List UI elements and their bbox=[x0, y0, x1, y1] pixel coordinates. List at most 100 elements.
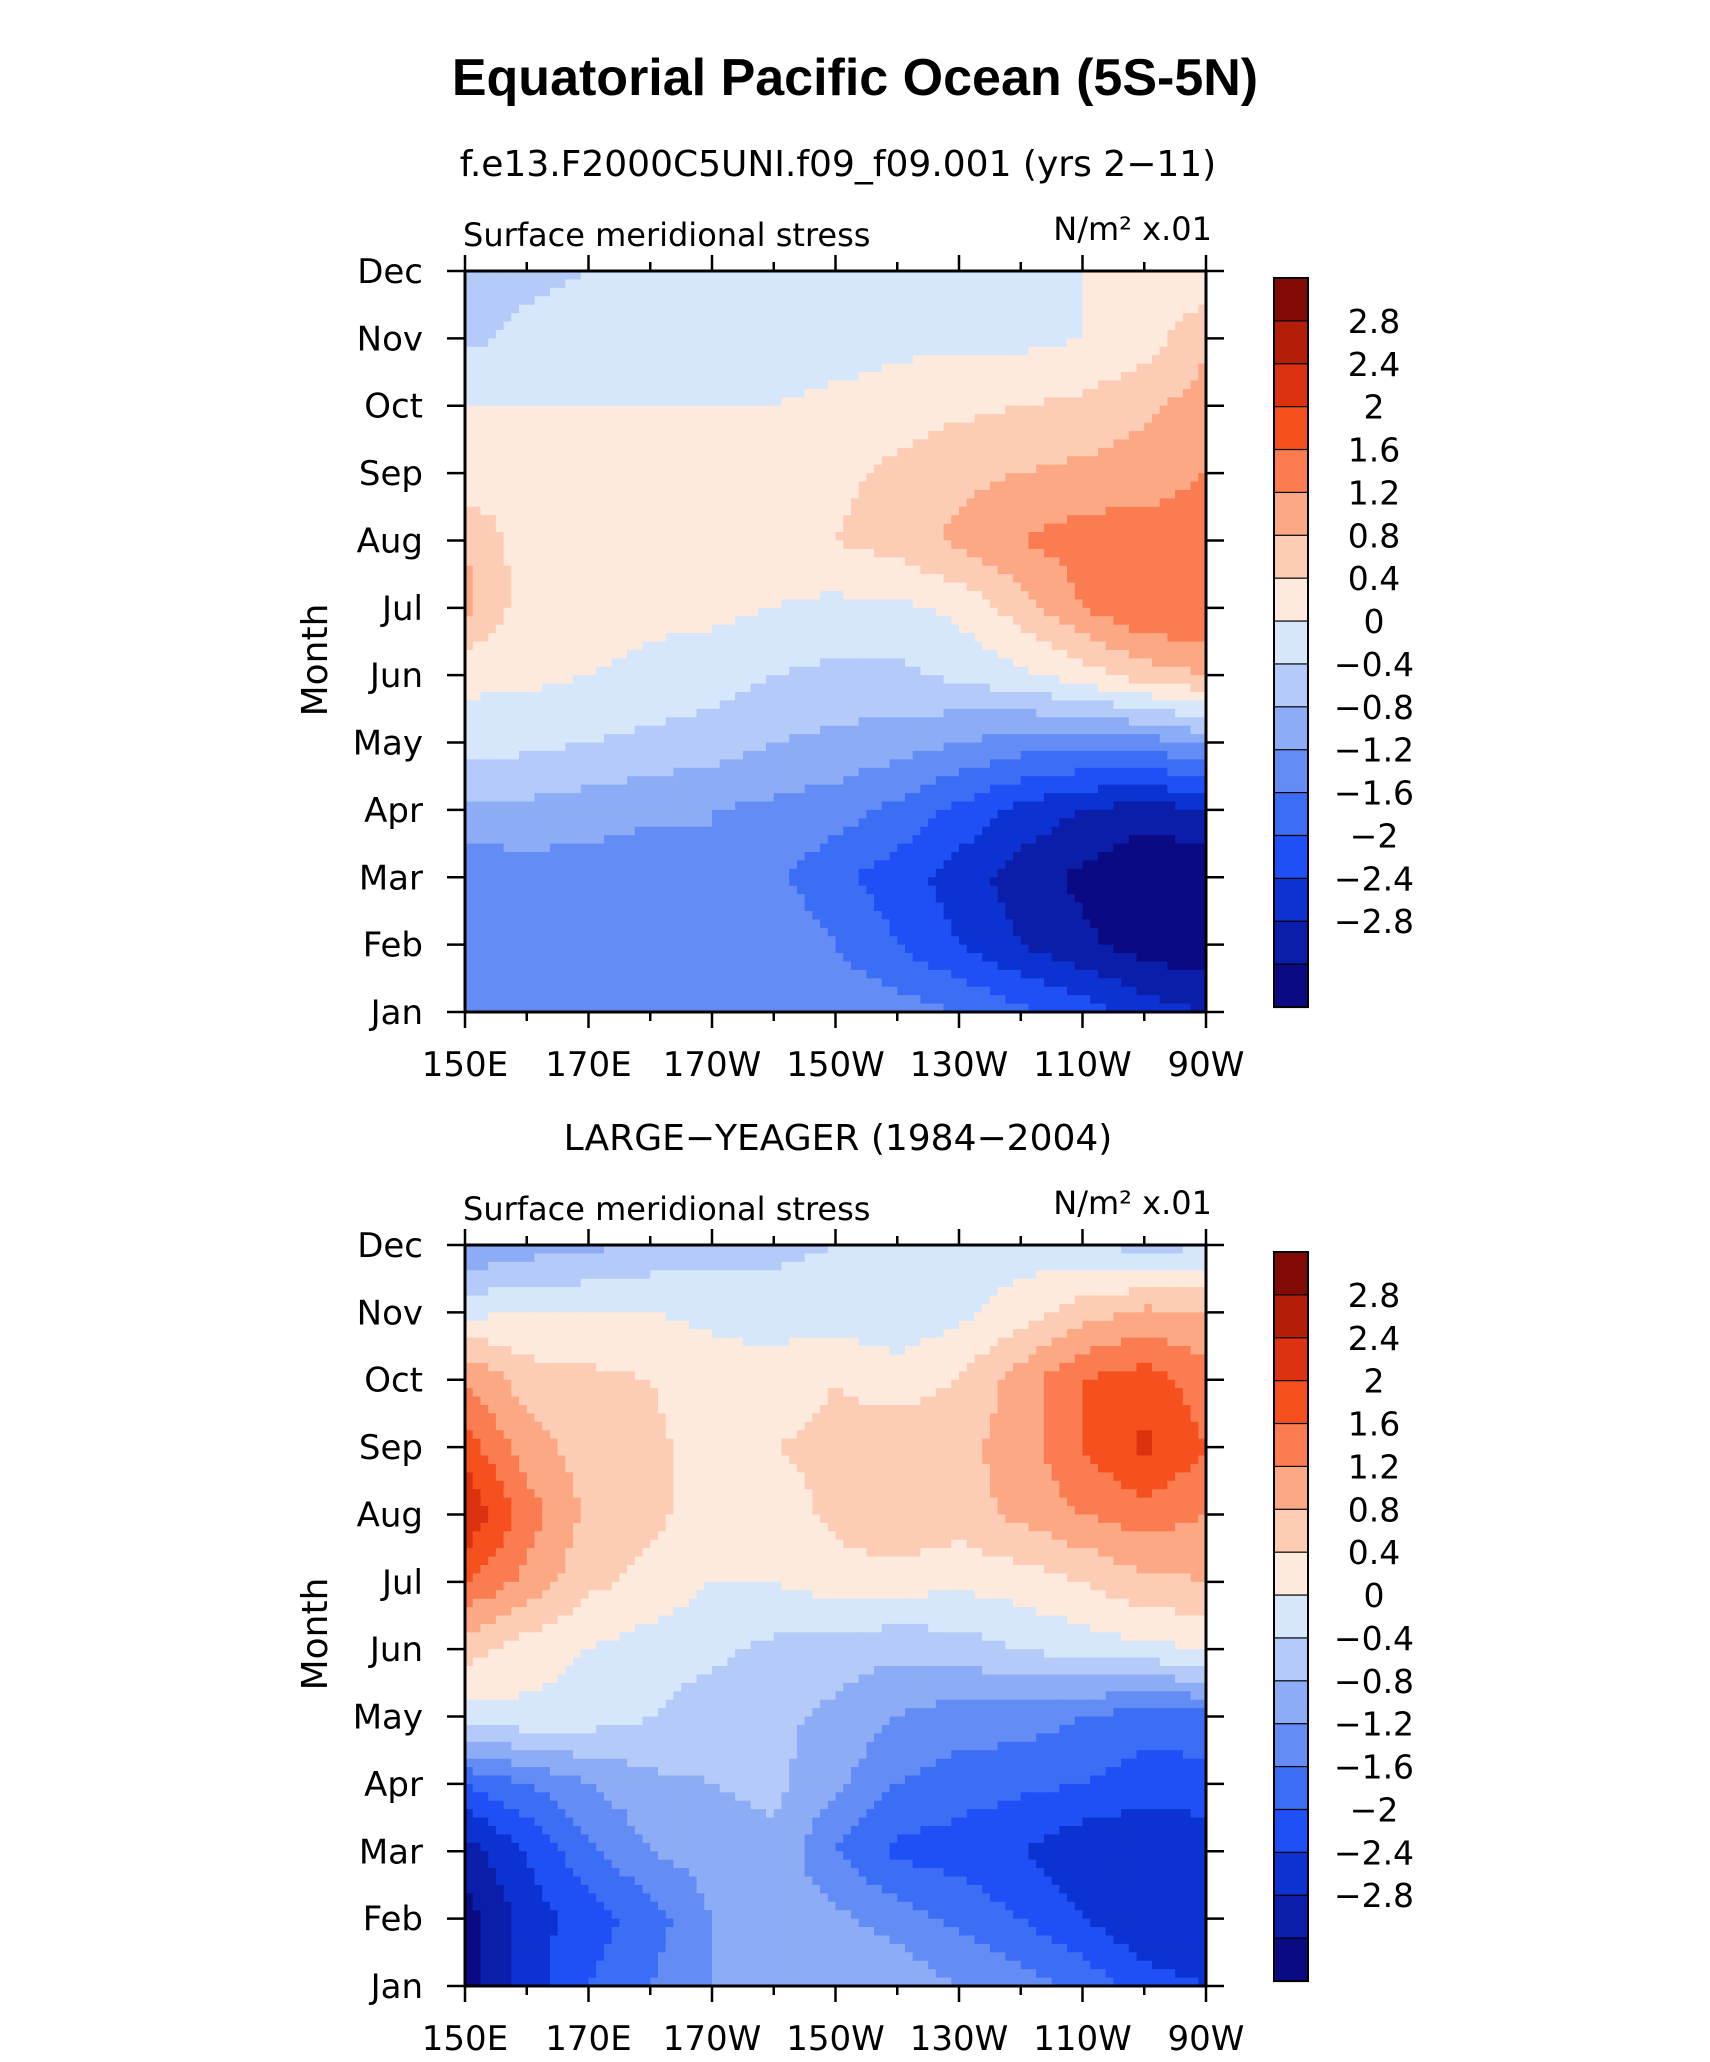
contour-cell bbox=[573, 607, 582, 617]
contour-cell bbox=[920, 700, 929, 710]
contour-cell bbox=[657, 557, 667, 567]
contour-cell bbox=[858, 675, 867, 685]
contour-cell bbox=[912, 498, 922, 508]
contour-cell bbox=[742, 692, 752, 702]
contour-cell bbox=[557, 506, 566, 516]
contour-cell bbox=[611, 548, 620, 558]
contour-cell bbox=[897, 641, 906, 651]
contour-cell bbox=[1159, 523, 1169, 533]
contour-cell bbox=[935, 363, 945, 373]
contour-cell bbox=[1105, 321, 1114, 331]
contour-cell bbox=[1190, 540, 1199, 550]
contour-cell bbox=[766, 422, 775, 432]
contour-cell bbox=[1113, 532, 1122, 542]
contour-cell bbox=[1036, 633, 1045, 643]
contour-cell bbox=[920, 582, 929, 592]
contour-cell bbox=[735, 515, 744, 525]
contour-cell bbox=[935, 692, 945, 702]
contour-cell bbox=[650, 473, 659, 483]
contour-cell bbox=[989, 464, 999, 474]
contour-cell bbox=[951, 304, 960, 314]
contour-cell bbox=[1059, 675, 1068, 685]
contour-cell bbox=[804, 649, 813, 659]
contour-cell bbox=[766, 649, 775, 659]
contour-cell bbox=[634, 675, 644, 685]
contour-cell bbox=[480, 405, 489, 415]
contour-cell bbox=[696, 683, 705, 693]
contour-cell bbox=[843, 616, 852, 626]
contour-cell bbox=[688, 414, 698, 424]
contour-cell bbox=[1105, 388, 1114, 398]
contour-cell bbox=[472, 540, 482, 550]
contour-cell bbox=[897, 616, 906, 626]
contour-cell bbox=[1059, 304, 1068, 314]
contour-cell bbox=[1175, 616, 1184, 626]
contour-cell bbox=[495, 380, 505, 390]
contour-cell bbox=[611, 456, 620, 466]
contour-cell bbox=[827, 287, 837, 297]
contour-cell bbox=[580, 279, 590, 289]
contour-cell bbox=[1067, 414, 1076, 424]
contour-cell bbox=[843, 498, 852, 508]
contour-cell bbox=[1136, 304, 1145, 314]
contour-cell bbox=[1159, 489, 1169, 499]
contour-cell bbox=[627, 313, 636, 323]
contour-cell bbox=[935, 388, 945, 398]
contour-cell bbox=[704, 649, 713, 659]
contour-cell bbox=[897, 692, 906, 702]
contour-cell bbox=[688, 557, 698, 567]
contour-cell bbox=[1005, 321, 1014, 331]
contour-cell bbox=[1151, 304, 1161, 314]
contour-cell bbox=[742, 515, 752, 525]
contour-cell bbox=[781, 641, 790, 651]
contour-cell bbox=[1036, 363, 1045, 373]
contour-cell bbox=[773, 523, 783, 533]
contour-cell bbox=[1036, 414, 1045, 424]
contour-cell bbox=[982, 388, 991, 398]
contour-cell bbox=[781, 506, 790, 516]
contour-cell bbox=[804, 279, 813, 289]
contour-cell bbox=[681, 590, 690, 600]
contour-cell bbox=[758, 338, 767, 348]
contour-cell bbox=[997, 363, 1006, 373]
contour-cell bbox=[480, 540, 489, 550]
contour-cell bbox=[781, 565, 790, 575]
contour-cell bbox=[1159, 304, 1169, 314]
contour-cell bbox=[1005, 456, 1014, 466]
contour-cell bbox=[827, 523, 837, 533]
contour-cell bbox=[912, 557, 922, 567]
contour-cell bbox=[503, 430, 512, 441]
contour-cell bbox=[534, 422, 543, 432]
contour-cell bbox=[943, 540, 952, 550]
contour-cell bbox=[673, 565, 682, 575]
contour-cell bbox=[850, 464, 860, 474]
contour-cell bbox=[526, 700, 536, 710]
contour-cell bbox=[596, 313, 605, 323]
contour-cell bbox=[573, 313, 582, 323]
contour-cell bbox=[681, 658, 690, 668]
contour-cell bbox=[465, 481, 474, 491]
contour-cell bbox=[943, 498, 952, 508]
contour-cell bbox=[549, 321, 559, 331]
contour-cell bbox=[519, 447, 528, 457]
contour-cell bbox=[912, 388, 922, 398]
contour-cell bbox=[1175, 515, 1184, 525]
contour-cell bbox=[1136, 355, 1145, 365]
contour-cell bbox=[959, 388, 968, 398]
contour-cell bbox=[650, 700, 659, 710]
contour-cell bbox=[549, 355, 559, 365]
contour-cell bbox=[1151, 313, 1161, 323]
contour-cell bbox=[503, 481, 512, 491]
contour-cell bbox=[1190, 582, 1199, 592]
contour-cell bbox=[673, 321, 682, 331]
contour-cell bbox=[650, 447, 659, 457]
contour-cell bbox=[850, 397, 860, 407]
contour-cell bbox=[920, 590, 929, 600]
contour-cell bbox=[874, 666, 883, 676]
contour-cell bbox=[465, 616, 474, 626]
contour-cell bbox=[503, 287, 512, 297]
contour-cell bbox=[959, 313, 968, 323]
contour-cell bbox=[974, 607, 983, 617]
contour-cell bbox=[835, 658, 844, 668]
contour-cell bbox=[619, 329, 628, 339]
